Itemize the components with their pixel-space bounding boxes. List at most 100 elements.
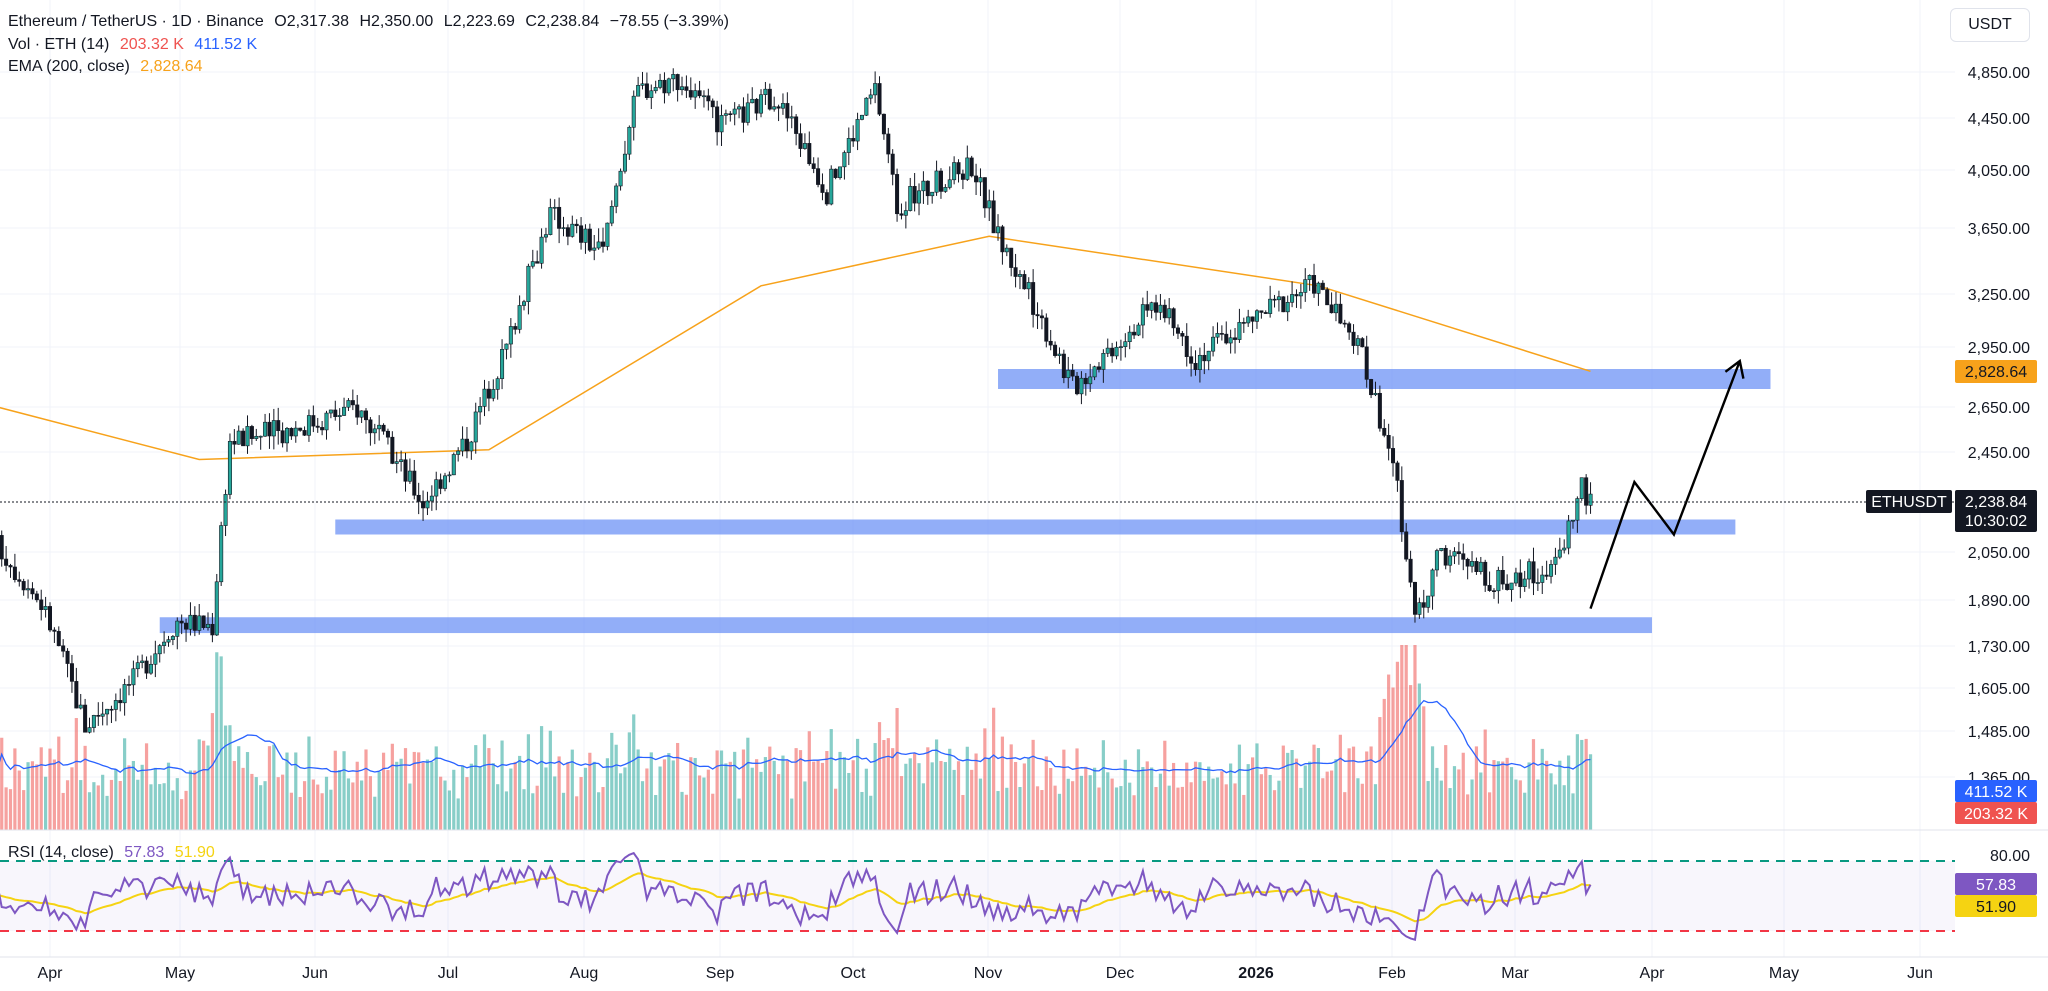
candle-body [890, 153, 895, 175]
volume-bar [1097, 787, 1101, 830]
candle-body [337, 415, 342, 417]
candle-body [873, 83, 878, 96]
candle-body [175, 620, 180, 637]
volume-bar [1075, 748, 1079, 830]
candle-body [1053, 344, 1058, 356]
volume-bar [1527, 762, 1531, 830]
candle-body [1333, 303, 1338, 314]
candle-body [188, 614, 193, 630]
volume-bar [948, 748, 952, 830]
candle-body [526, 265, 531, 303]
support-zone[interactable] [998, 369, 1771, 389]
candle-body [1031, 282, 1036, 315]
volume-bar [74, 718, 78, 830]
symbol-tag [1866, 490, 1952, 513]
rsi-tag-value: 57.83 [1976, 877, 2016, 894]
volume-bar [1553, 784, 1558, 830]
candle-body [1211, 336, 1216, 352]
volume-bar [456, 798, 460, 830]
price-axis[interactable]: 4,850.00 4,450.00 4,050.00 3,650.00 3,250.00… [1968, 65, 2030, 787]
candle-body [469, 441, 474, 452]
volume-bar [1145, 761, 1149, 830]
volume-bar [1255, 743, 1259, 830]
volume-bar [592, 761, 596, 830]
volume-bar [1101, 740, 1105, 830]
volume-bar [1242, 794, 1246, 830]
volume-bar [474, 745, 478, 830]
volume-bar [223, 725, 228, 830]
volume-bar [759, 771, 763, 830]
volume-bar [1312, 744, 1316, 830]
candle-body [1329, 304, 1334, 314]
volume-bar [794, 748, 798, 830]
candle-body [1513, 572, 1518, 584]
volume-bar [1487, 792, 1492, 830]
candle-body [170, 636, 175, 640]
candle-body [504, 343, 509, 350]
candle-body [65, 650, 70, 664]
volume-bar [983, 728, 987, 830]
volume-bar [1237, 744, 1242, 830]
volume-bar [1391, 687, 1395, 830]
volume-bar [1483, 729, 1487, 830]
volume-bar [1329, 770, 1334, 830]
volume-bar [860, 791, 864, 830]
candle-body [982, 177, 987, 209]
candle-body [1140, 304, 1145, 326]
volume-bar [1448, 788, 1452, 830]
candle-body [372, 428, 377, 434]
time-axis[interactable]: Apr May Jun Jul Aug Sep Oct Nov Dec 2026 Feb Mar Apr… [38, 965, 1933, 982]
candle-body [666, 78, 671, 94]
volume-bar [1351, 746, 1356, 830]
time-axis-label: May [1769, 965, 1799, 982]
candle-body [1417, 602, 1422, 615]
candle-body [1338, 303, 1343, 324]
projection-arrow-path[interactable] [1589, 360, 1741, 609]
volume-bar [1290, 750, 1294, 830]
candle-body [206, 623, 211, 628]
candle-body [39, 599, 44, 610]
candle-body [701, 95, 706, 98]
volume-bar [1505, 757, 1509, 830]
volume-bar [254, 777, 258, 830]
candle-body [83, 704, 88, 733]
volume-bar [1316, 748, 1321, 830]
candle-body [579, 225, 584, 243]
volume-tag [1955, 802, 2037, 824]
currency-button[interactable]: USDT [1950, 8, 2030, 42]
volume-bar [180, 799, 184, 830]
volume-bar [614, 744, 618, 830]
volume-bar [52, 759, 56, 830]
volume-bar [4, 787, 8, 830]
volume-bar [333, 750, 337, 830]
volume-bar [1382, 698, 1386, 830]
candle-body [346, 400, 351, 408]
volume-bar [140, 764, 144, 830]
candle-body [1101, 353, 1106, 370]
volume-bar [1479, 772, 1483, 830]
volume-bar [1022, 763, 1026, 830]
volume-bar [316, 784, 320, 830]
volume-bar [123, 738, 127, 830]
candle-body [1013, 267, 1018, 277]
candle-body [1373, 392, 1378, 396]
volume-bar [943, 762, 947, 830]
candle-body [1579, 477, 1584, 499]
candle-body [772, 106, 777, 110]
price-axis-label: 1,485.00 [1968, 724, 2030, 741]
volume-bar [289, 792, 293, 830]
support-zone[interactable] [335, 519, 1736, 535]
volume-bar [338, 770, 342, 830]
volume-bar [1413, 645, 1417, 830]
volume-bar [610, 732, 614, 830]
support-zone[interactable] [159, 617, 1652, 634]
volume-bar [755, 759, 759, 830]
volume-bar [219, 656, 223, 830]
volume-bar [996, 791, 1000, 830]
bar-countdown: 10:30:02 [1965, 513, 2027, 530]
volume-bar [654, 795, 658, 830]
candle-body [1039, 315, 1044, 319]
volume-bar [403, 748, 408, 830]
volume-bar [35, 764, 39, 830]
